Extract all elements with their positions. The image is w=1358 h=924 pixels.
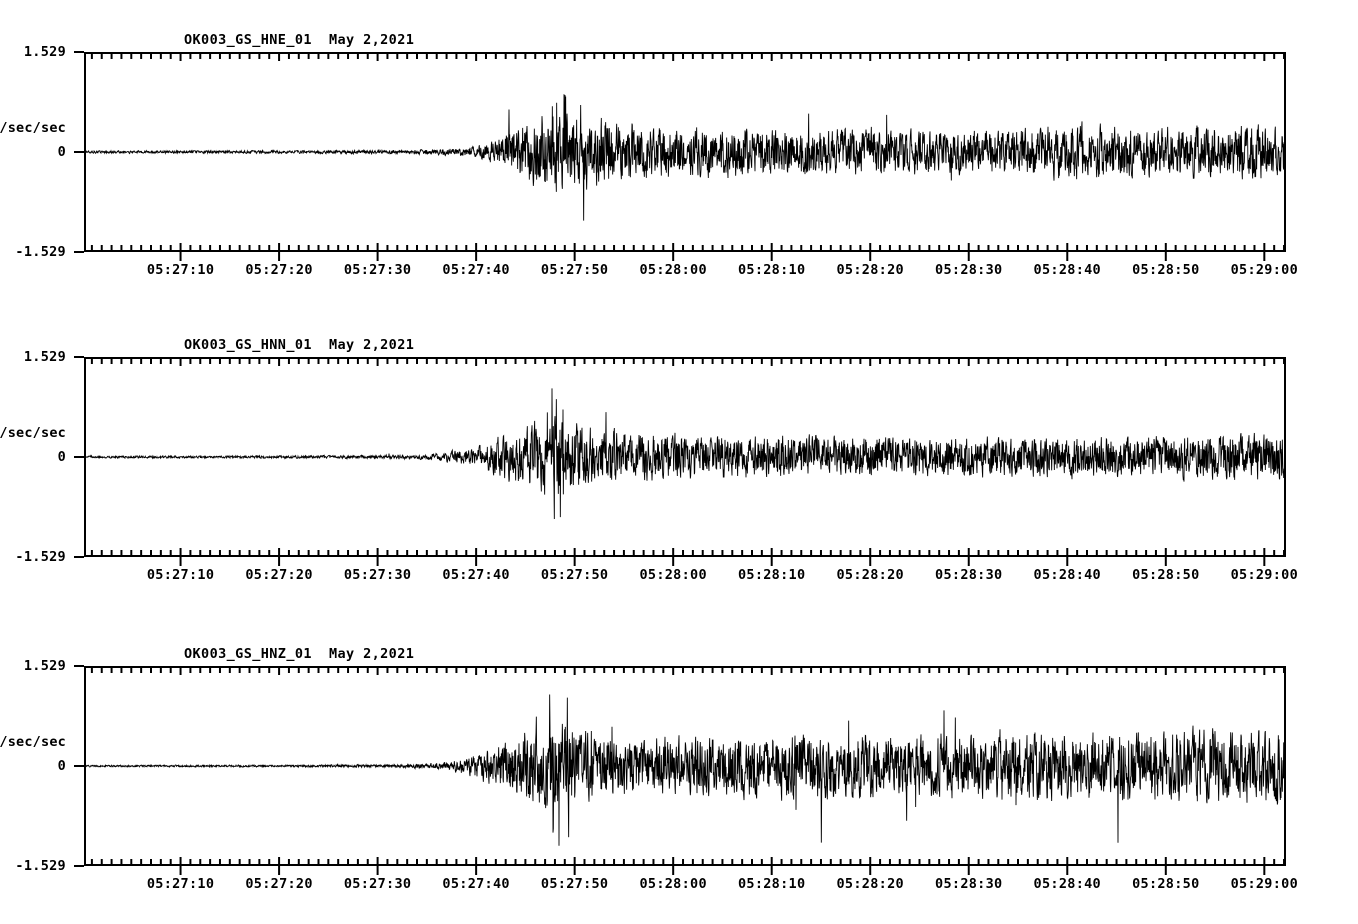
x-axis-tick-label: 05:27:40 <box>442 262 510 278</box>
y-axis-min-label: -1.529 <box>15 858 66 874</box>
x-axis-tick-label: 05:27:20 <box>245 876 313 892</box>
x-axis-tick-label: 05:27:10 <box>146 262 215 278</box>
waveform-trace <box>86 388 1284 520</box>
plot-frame <box>84 357 1286 557</box>
x-axis-tick-label: 05:29:00 <box>1230 876 1299 892</box>
x-axis-tick-label: 05:28:20 <box>836 262 904 278</box>
seismogram-panel: OK003_GS_HNN_01 May 2,2021 1.529 cm/sec/… <box>0 305 1358 613</box>
plot-frame <box>84 666 1286 866</box>
seismogram-panel: OK003_GS_HNZ_01 May 2,2021 1.529 cm/sec/… <box>0 614 1358 922</box>
x-axis-tick-label: 05:27:30 <box>343 567 412 583</box>
y-axis-unit-label: cm/sec/sec <box>0 425 66 441</box>
x-axis-tick-labels: 05:27:10 05:27:20 05:27:30 05:27:40 05:27:50… <box>84 876 1298 898</box>
y-axis-min-label: -1.529 <box>15 549 66 565</box>
x-axis-tick-label: 05:29:00 <box>1230 262 1299 278</box>
y-axis-unit-label: cm/sec/sec <box>0 734 66 750</box>
seismogram-panel: OK003_GS_HNE_01 May 2,2021 1.529 cm/sec/… <box>0 0 1358 308</box>
waveform-trace <box>86 694 1284 846</box>
x-axis-tick-label: 05:28:50 <box>1132 262 1200 278</box>
x-axis-tick-label: 05:28:30 <box>935 876 1003 892</box>
x-axis-tick-label: 05:28:00 <box>639 876 707 892</box>
y-axis-zero-label: 0 <box>57 758 66 774</box>
x-axis-tick-label: 05:28:40 <box>1033 567 1101 583</box>
panel-title: OK003_GS_HNN_01 May 2,2021 <box>184 337 415 353</box>
x-axis-tick-label: 05:28:00 <box>639 262 707 278</box>
x-axis-tick-labels: 05:27:10 05:27:20 05:27:30 05:27:40 05:27:50… <box>84 567 1298 589</box>
x-axis-tick-label: 05:28:50 <box>1132 876 1200 892</box>
x-axis-tick-label: 05:27:10 <box>146 567 215 583</box>
x-axis-tick-label: 05:27:40 <box>442 567 510 583</box>
panel-title: OK003_GS_HNZ_01 May 2,2021 <box>184 646 415 662</box>
x-axis-tick-label: 05:28:20 <box>836 876 904 892</box>
x-axis-tick-label: 05:27:30 <box>343 876 412 892</box>
x-axis-tick-labels: 05:27:10 05:27:20 05:27:30 05:27:40 05:27:50… <box>84 262 1298 284</box>
x-axis-tick-label: 05:27:40 <box>442 876 510 892</box>
x-axis-tick-label: 05:29:00 <box>1230 567 1299 583</box>
x-axis-tick-label: 05:27:50 <box>540 876 609 892</box>
x-axis-tick-label: 05:28:30 <box>935 262 1003 278</box>
y-axis-unit-label: cm/sec/sec <box>0 120 66 136</box>
x-axis-tick-label: 05:28:10 <box>737 876 806 892</box>
y-axis-max-label: 1.529 <box>23 349 66 365</box>
y-axis-max-label: 1.529 <box>23 44 66 60</box>
waveform-trace <box>86 94 1284 221</box>
x-axis-tick-label: 05:27:50 <box>540 262 609 278</box>
x-axis-tick-label: 05:28:30 <box>935 567 1003 583</box>
x-axis-tick-label: 05:27:50 <box>540 567 609 583</box>
x-axis-tick-label: 05:27:10 <box>146 876 215 892</box>
x-axis-tick-label: 05:28:10 <box>737 262 806 278</box>
x-axis-tick-label: 05:27:20 <box>245 567 313 583</box>
y-axis-zero-label: 0 <box>57 144 66 160</box>
x-axis-tick-label: 05:28:40 <box>1033 876 1101 892</box>
y-axis-min-label: -1.529 <box>15 244 66 260</box>
x-axis-tick-label: 05:28:20 <box>836 567 904 583</box>
plot-frame <box>84 52 1286 252</box>
x-axis-tick-label: 05:28:40 <box>1033 262 1101 278</box>
y-axis-max-label: 1.529 <box>23 658 66 674</box>
x-axis-tick-label: 05:27:30 <box>343 262 412 278</box>
x-axis-tick-label: 05:28:10 <box>737 567 806 583</box>
x-axis-tick-label: 05:28:50 <box>1132 567 1200 583</box>
y-axis-zero-label: 0 <box>57 449 66 465</box>
x-axis-tick-label: 05:27:20 <box>245 262 313 278</box>
panel-title: OK003_GS_HNE_01 May 2,2021 <box>184 32 415 48</box>
x-axis-tick-label: 05:28:00 <box>639 567 707 583</box>
